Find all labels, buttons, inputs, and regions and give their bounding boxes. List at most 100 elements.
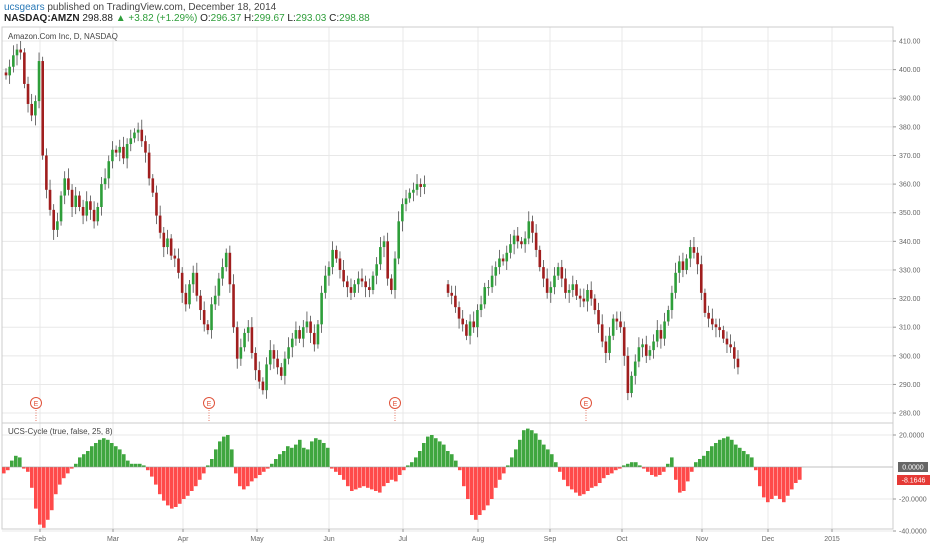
candle-down: [699, 264, 703, 293]
price-tick-label: 340.00: [899, 239, 921, 246]
candle-down: [457, 307, 461, 319]
earnings-marker[interactable]: [389, 397, 401, 409]
candle-up: [641, 344, 644, 348]
candle-down: [364, 281, 367, 288]
hist-bar-negative: [786, 467, 790, 496]
candle-down: [298, 330, 301, 339]
candle-down: [622, 327, 626, 356]
candle-down: [199, 295, 202, 311]
hist-bar-negative: [458, 467, 462, 471]
candle-down: [309, 321, 312, 333]
hist-bar-positive: [322, 443, 326, 467]
hist-bar-positive: [414, 457, 418, 467]
candle-up: [221, 267, 224, 279]
candle-up: [487, 287, 490, 289]
price-axis: 280.00 290.00 300.00 310.00 320.00 330.00 340.…: [893, 39, 921, 418]
candle-down: [722, 330, 725, 339]
hist-bar-negative: [70, 467, 74, 469]
earnings-marker[interactable]: [580, 397, 592, 409]
hist-bar-positive: [206, 465, 210, 467]
candle-down: [184, 292, 188, 305]
candle-up: [125, 144, 129, 159]
hist-bar-positive: [506, 465, 510, 467]
hist-bar-negative: [574, 467, 578, 493]
hist-bar-negative: [358, 467, 362, 488]
hist-bar-negative: [642, 467, 646, 469]
hist-bar-negative: [466, 467, 470, 499]
hist-bar-positive: [430, 435, 434, 467]
hist-bar-negative: [154, 467, 158, 485]
hist-bar-positive: [274, 459, 278, 467]
candle-down: [140, 129, 144, 142]
hist-bar-negative: [50, 467, 54, 511]
candle-down: [67, 178, 70, 190]
candle-down: [575, 284, 578, 296]
candle-up: [239, 347, 243, 359]
candle-up: [468, 321, 472, 336]
candle-down: [725, 338, 729, 345]
author-link[interactable]: ucsgears: [4, 2, 45, 13]
candle-down: [158, 215, 162, 233]
candle-down: [368, 287, 371, 290]
hist-bar-positive: [722, 438, 726, 467]
hist-bar-negative: [790, 467, 794, 490]
hist-bar-positive: [630, 462, 634, 467]
candle-down: [465, 324, 468, 336]
candle-up: [103, 178, 107, 185]
hist-bar-positive: [106, 439, 110, 467]
candle-up: [301, 327, 305, 339]
earnings-marker[interactable]: [203, 397, 215, 409]
hist-bar-negative: [662, 467, 666, 472]
hist-bar-negative: [658, 467, 662, 475]
hist-bar-positive: [738, 447, 742, 467]
hist-bar-positive: [534, 433, 538, 467]
hist-bar-positive: [730, 439, 734, 467]
hist-bar-negative: [678, 467, 682, 493]
symbol-label: NASDAQ:AMZN: [4, 13, 80, 24]
candle-down: [151, 178, 155, 193]
candle-up: [323, 275, 327, 293]
price-tick-label: 300.00: [899, 353, 921, 360]
hist-bar-negative: [42, 467, 46, 528]
candle-up: [133, 132, 136, 139]
hist-bar-positive: [526, 428, 530, 467]
candle-up: [294, 330, 298, 339]
time-tick-label: Sep: [544, 536, 557, 543]
hist-bar-positive: [138, 463, 142, 467]
hist-bar-negative: [194, 467, 198, 487]
candle-down: [710, 318, 714, 325]
candle-up: [96, 206, 100, 222]
hist-bar-positive: [622, 465, 626, 467]
hist-bar-positive: [90, 446, 94, 467]
hist-bar-negative: [766, 467, 770, 503]
hist-bar-positive: [538, 439, 542, 467]
earnings-marker[interactable]: [30, 397, 42, 409]
hist-bar-negative: [566, 467, 570, 487]
candle-up: [136, 129, 140, 133]
hist-bar-positive: [326, 447, 330, 467]
earnings-marker-label: E: [34, 401, 39, 408]
hist-bar-negative: [150, 467, 154, 477]
low-label: L:: [287, 13, 296, 24]
hist-bar-positive: [86, 451, 90, 467]
candle-down: [338, 258, 342, 270]
hist-bar-positive: [226, 435, 230, 467]
hist-bar-positive: [126, 460, 130, 467]
candle-up: [688, 247, 692, 259]
hist-bar-positive: [94, 443, 98, 467]
candle-up: [652, 341, 655, 351]
candle-down: [644, 344, 648, 356]
hist-bar-negative: [354, 467, 358, 490]
last-price: 298.88: [82, 13, 113, 24]
candle-down: [169, 238, 173, 256]
hist-bar-positive: [698, 459, 702, 467]
candle-up: [379, 247, 382, 265]
candle-down: [250, 327, 254, 353]
hist-bar-positive: [210, 459, 214, 467]
candle-up: [8, 66, 11, 76]
candle-up: [63, 178, 67, 196]
hist-bar-negative: [382, 467, 386, 487]
candle-up: [129, 138, 133, 145]
